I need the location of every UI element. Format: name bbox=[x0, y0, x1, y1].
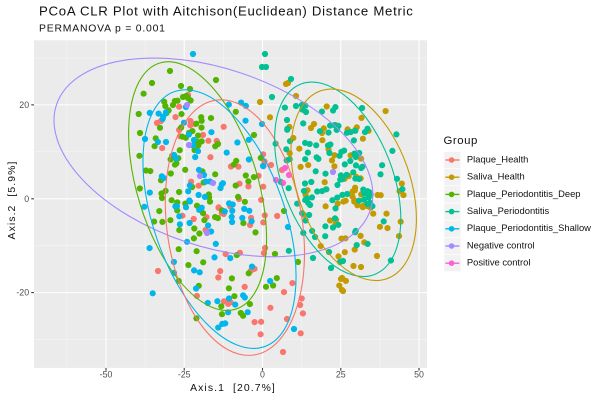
svg-text:Axis.2 [5.9%]: Axis.2 [5.9%] bbox=[7, 161, 18, 240]
svg-text:0: 0 bbox=[24, 194, 29, 204]
svg-text:Group: Group bbox=[444, 135, 478, 147]
svg-text:Plaque_Health: Plaque_Health bbox=[467, 153, 529, 164]
svg-text:-20: -20 bbox=[16, 288, 29, 298]
svg-text:20: 20 bbox=[19, 100, 29, 110]
svg-text:-50: -50 bbox=[100, 370, 113, 380]
svg-text:-25: -25 bbox=[178, 370, 191, 380]
svg-text:Plaque_Periodontitis_Deep: Plaque_Periodontitis_Deep bbox=[467, 188, 581, 199]
svg-text:Plaque_Periodontitis_Shallow: Plaque_Periodontitis_Shallow bbox=[467, 222, 591, 233]
svg-text:0: 0 bbox=[260, 370, 265, 380]
svg-text:Positive control: Positive control bbox=[467, 257, 531, 268]
svg-text:Negative control: Negative control bbox=[467, 239, 535, 250]
svg-text:50: 50 bbox=[414, 370, 424, 380]
svg-text:PERMANOVA p = 0.001: PERMANOVA p = 0.001 bbox=[39, 24, 166, 35]
svg-text:Saliva_Periodontitis: Saliva_Periodontitis bbox=[467, 205, 550, 216]
svg-text:Saliva_Health: Saliva_Health bbox=[467, 171, 525, 182]
svg-text:25: 25 bbox=[336, 370, 346, 380]
svg-text:Axis.1 [20.7%]: Axis.1 [20.7%] bbox=[190, 383, 276, 394]
svg-text:PCoA CLR Plot with Aitchison(E: PCoA CLR Plot with Aitchison(Euclidean) … bbox=[39, 4, 414, 19]
